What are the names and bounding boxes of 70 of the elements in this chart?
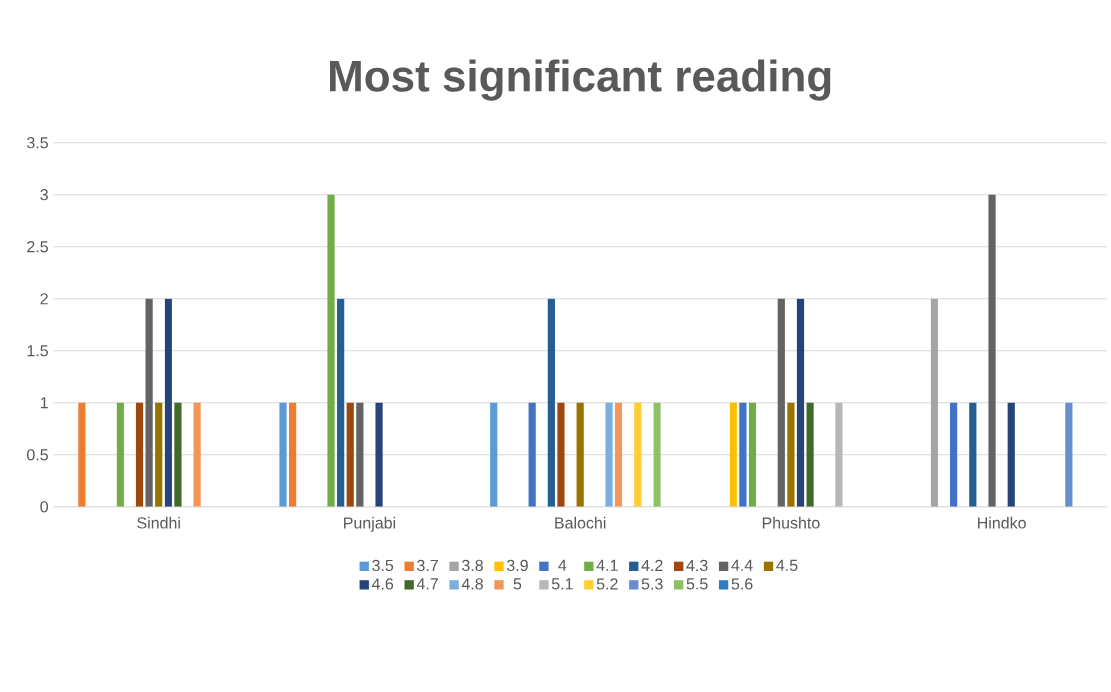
legend-label: 3.9 bbox=[506, 559, 528, 571]
legend-label: 3.5 bbox=[372, 559, 394, 571]
bar bbox=[930, 298, 939, 507]
bar bbox=[145, 298, 153, 507]
legend-label: 5.6 bbox=[731, 578, 753, 590]
legend-label: 5.2 bbox=[596, 578, 618, 590]
legend-label: 5.5 bbox=[686, 578, 708, 590]
bar bbox=[787, 402, 795, 507]
bar bbox=[279, 402, 287, 507]
bar bbox=[576, 402, 584, 507]
bar bbox=[289, 402, 297, 507]
y-tick-label: 1.5 bbox=[27, 345, 48, 357]
legend-label: 3.8 bbox=[462, 559, 483, 571]
bar bbox=[988, 194, 996, 507]
y-tick-label: 2.5 bbox=[27, 240, 48, 253]
x-tick-label: Balochi bbox=[555, 516, 606, 529]
bar bbox=[634, 402, 642, 507]
legend-label: 4.7 bbox=[416, 578, 438, 590]
x-tick-label: Phushto bbox=[762, 516, 820, 529]
legend-label: 4.6 bbox=[371, 578, 394, 590]
bar bbox=[1065, 402, 1073, 507]
bar bbox=[528, 402, 536, 507]
y-tick-label: 1 bbox=[40, 397, 48, 409]
legend-label: 4.5 bbox=[776, 559, 798, 571]
legend-label: 4.1 bbox=[596, 559, 618, 571]
legend-label: 4.8 bbox=[461, 578, 483, 590]
bar bbox=[950, 402, 958, 507]
bar bbox=[614, 402, 623, 507]
bar bbox=[164, 298, 172, 507]
x-tick-label: Hindko bbox=[978, 516, 1026, 529]
chart-title: Most significant reading bbox=[330, 59, 831, 101]
bar bbox=[835, 402, 843, 507]
legend-label: 3.7 bbox=[417, 559, 438, 571]
bar bbox=[327, 194, 335, 507]
bar bbox=[739, 402, 747, 507]
bar bbox=[605, 402, 613, 507]
x-tick-label: Sindhi bbox=[137, 516, 180, 529]
bar bbox=[375, 402, 383, 507]
y-tick-label: 3.5 bbox=[27, 136, 48, 149]
y-tick-label: 0 bbox=[40, 501, 49, 513]
legend-label: 4 bbox=[558, 559, 567, 571]
bar bbox=[135, 402, 144, 507]
bar bbox=[490, 402, 498, 507]
bar bbox=[1007, 402, 1015, 507]
legend-label: 5.3 bbox=[641, 578, 663, 590]
legend-label: 5.1 bbox=[551, 578, 573, 590]
bar bbox=[969, 402, 977, 507]
bar bbox=[547, 298, 555, 507]
bar bbox=[557, 402, 565, 507]
legend-label: 5 bbox=[513, 578, 522, 590]
bar bbox=[346, 402, 354, 507]
bar bbox=[174, 402, 182, 507]
y-tick-label: 2 bbox=[40, 293, 48, 305]
bar bbox=[777, 298, 785, 507]
y-tick-label: 3 bbox=[40, 188, 48, 201]
legend-label: 4.3 bbox=[686, 559, 708, 571]
y-tick-label: 0.5 bbox=[27, 449, 48, 461]
x-tick-label: Punjabi bbox=[344, 516, 396, 532]
bar bbox=[155, 402, 163, 507]
bar bbox=[193, 402, 201, 507]
bar bbox=[748, 402, 757, 507]
bar bbox=[729, 402, 737, 507]
bar bbox=[116, 402, 124, 507]
bar bbox=[796, 298, 805, 507]
legend-label: 4.4 bbox=[731, 559, 753, 571]
bar bbox=[78, 402, 86, 507]
bar bbox=[337, 298, 345, 507]
bar bbox=[653, 402, 661, 507]
bar bbox=[356, 402, 364, 507]
legend-label: 4.2 bbox=[641, 559, 663, 571]
